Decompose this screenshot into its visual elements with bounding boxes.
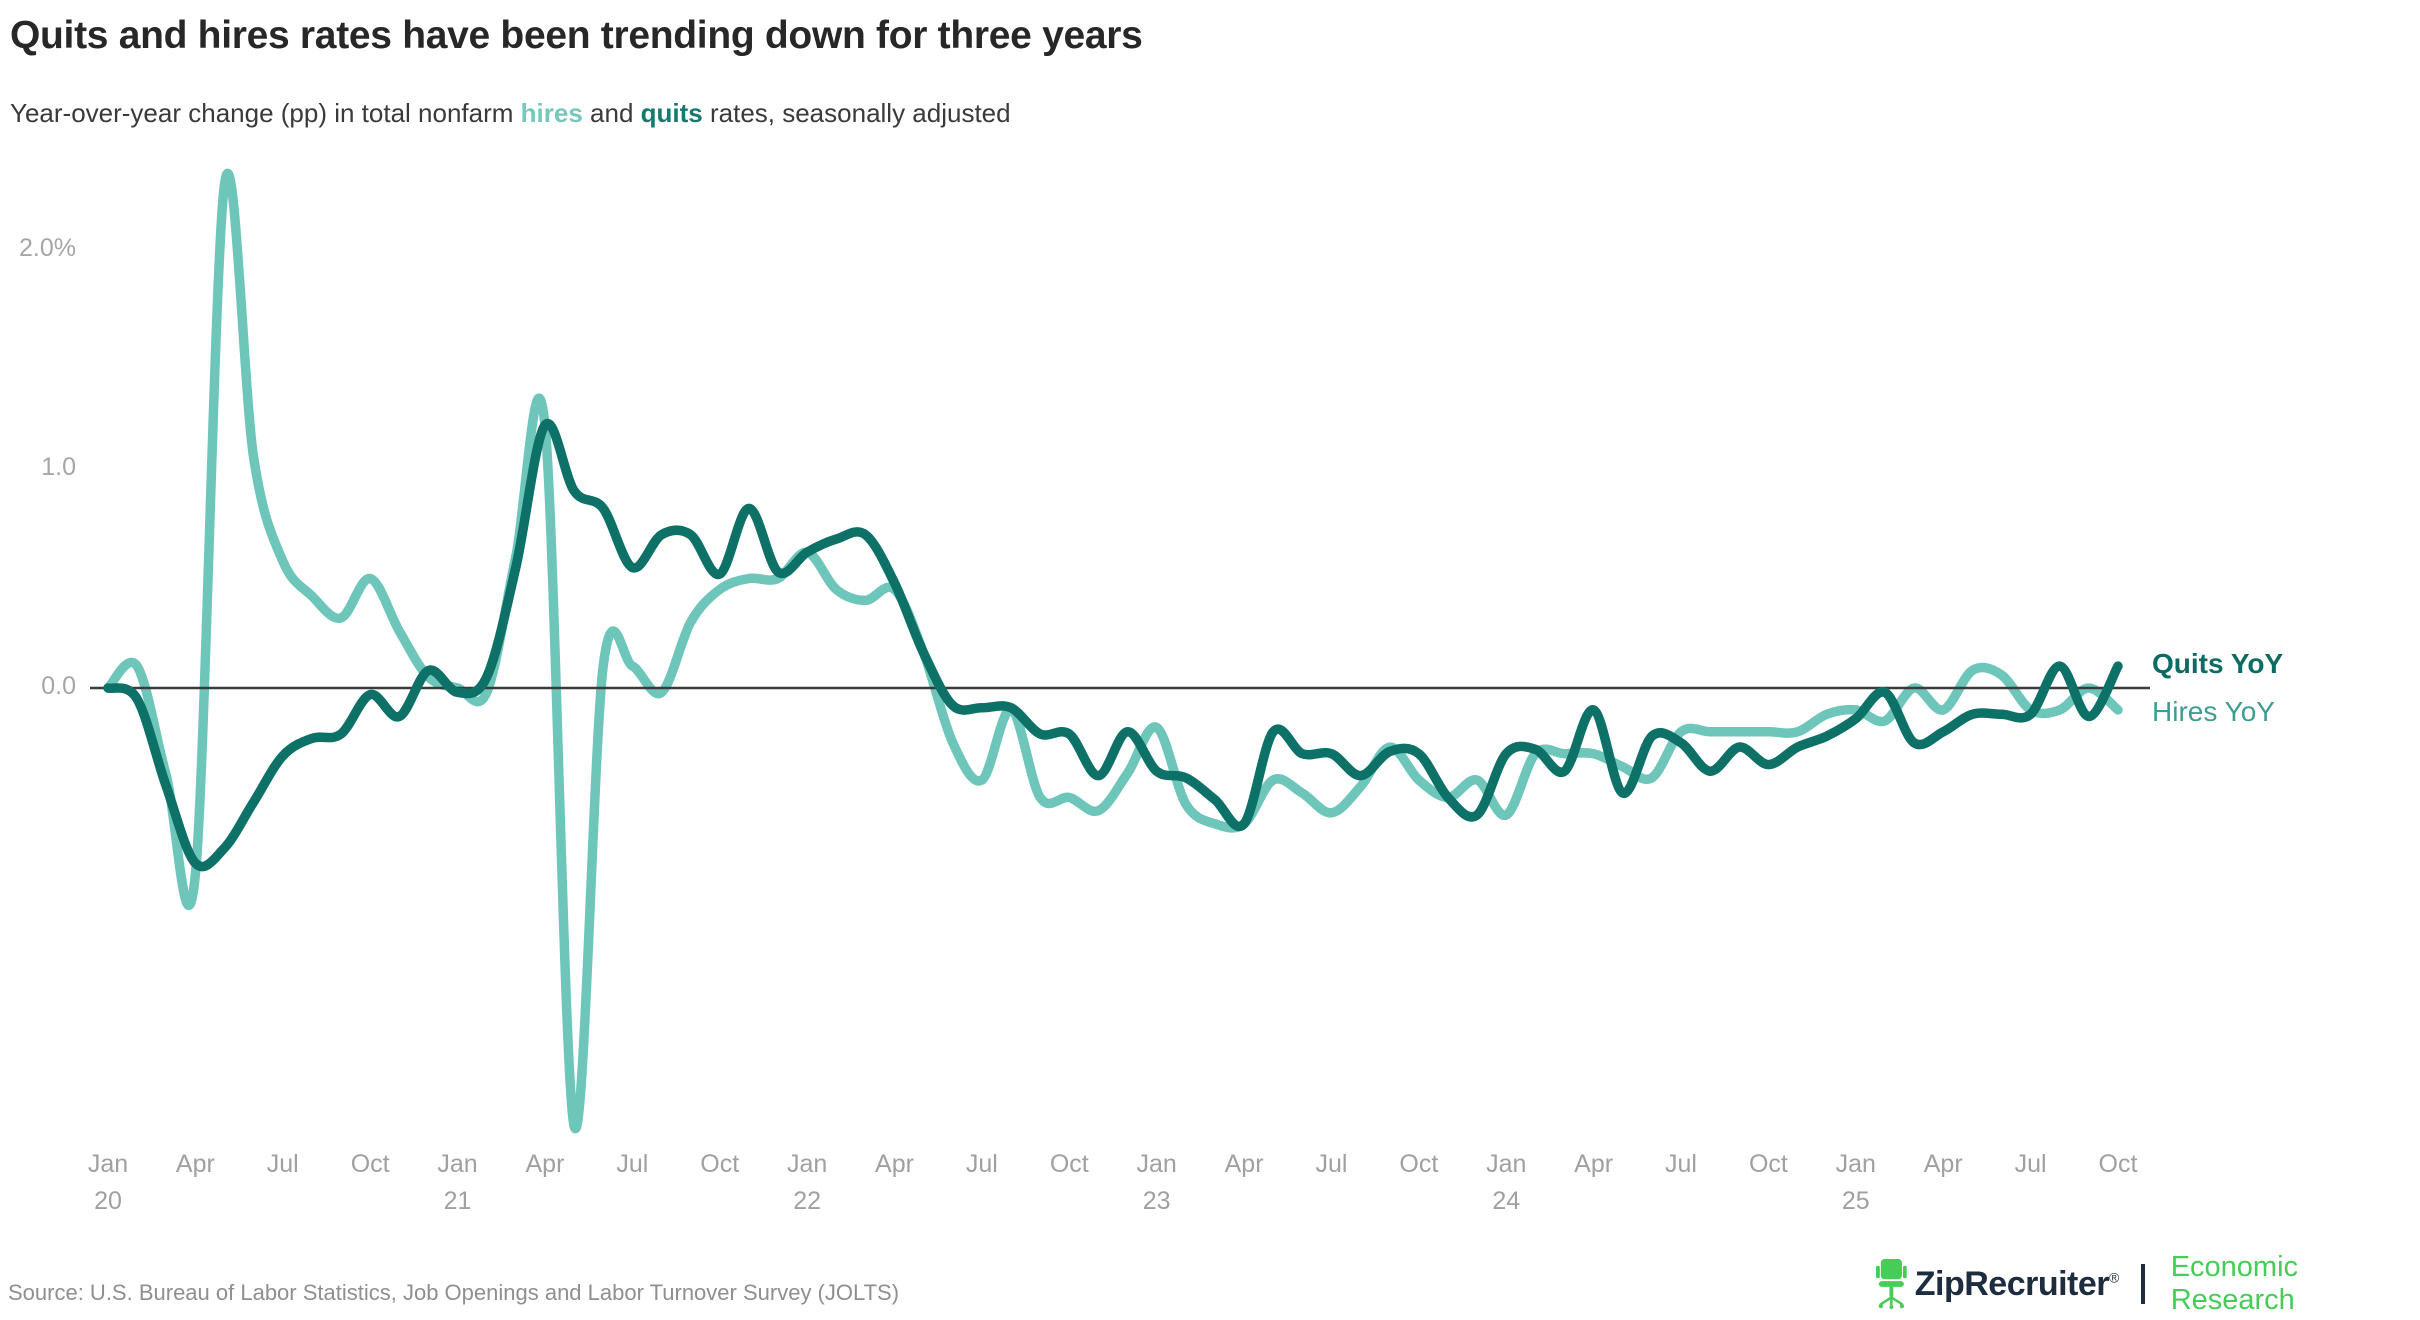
x-axis-tick-label: Apr	[1574, 1150, 1614, 1178]
x-axis-tick-label: Jan	[1835, 1150, 1876, 1178]
x-axis-tick-label: Jul	[616, 1150, 649, 1178]
source-note: Source: U.S. Bureau of Labor Statistics,…	[8, 1280, 900, 1305]
x-axis-year-label: 21	[443, 1187, 472, 1215]
x-axis-year-label: 23	[1142, 1187, 1171, 1215]
x-axis-tick-label: Jan	[786, 1150, 828, 1178]
x-axis-year-label: 25	[1841, 1187, 1870, 1215]
x-axis-tick-label: Apr	[1224, 1150, 1264, 1178]
subtitle-text-prefix: Year-over-year change (pp) in total nonf…	[10, 98, 521, 128]
x-axis-tick-label: Apr	[525, 1150, 565, 1178]
chart-title: Quits and hires rates have been trending…	[10, 14, 1143, 57]
x-axis-tick-label: Jul	[266, 1150, 299, 1178]
x-axis-tick-label: Oct	[350, 1150, 390, 1178]
x-axis-tick-label: Jul	[2014, 1150, 2047, 1178]
x-axis-tick-label: Jul	[1315, 1150, 1348, 1178]
x-axis-year-label: 20	[94, 1187, 122, 1215]
brand-text: ZipRecruiter	[1914, 1264, 2110, 1303]
y-axis-tick-label: 0.0	[41, 672, 76, 700]
ziprecruiter-logo: ZipRecruiter® Economic Research	[1876, 1251, 2420, 1316]
subtitle-text-and: and	[582, 98, 641, 128]
subtitle-quits-word: quits	[640, 98, 703, 128]
x-axis-tick-label: Oct	[1399, 1150, 1439, 1178]
x-axis-tick-label: Jan	[87, 1150, 129, 1178]
y-axis-tick-label: 1.0	[41, 453, 76, 481]
x-axis-tick-label: Jul	[1665, 1150, 1697, 1178]
x-axis-tick-label: Apr	[875, 1150, 914, 1178]
x-axis-tick-label: Jan	[1486, 1150, 1527, 1178]
logo-divider	[2140, 1264, 2145, 1304]
x-axis-tick-label: Apr	[1923, 1150, 1963, 1178]
x-axis-year-label: 24	[1492, 1187, 1521, 1215]
office-chair-icon	[1876, 1259, 1907, 1309]
x-axis-year-label: 22	[793, 1187, 822, 1215]
y-axis-tick-label: 2.0%	[19, 234, 76, 262]
x-axis-tick-label: Jan	[437, 1150, 478, 1178]
x-axis-tick-label: Oct	[700, 1150, 740, 1178]
brand-name: ZipRecruiter®	[1914, 1264, 2120, 1304]
subtitle-hires-word: hires	[520, 98, 583, 128]
x-axis-tick-label: Apr	[175, 1150, 215, 1178]
legend-quits-label: Quits YoY	[2152, 648, 2284, 679]
hires-line	[103, 168, 2123, 1134]
quits-line	[103, 418, 2123, 872]
legend-hires-label: Hires YoY	[2152, 696, 2275, 727]
x-axis-tick-label: Oct	[1748, 1150, 1788, 1178]
division-name: Economic Research	[2170, 1251, 2299, 1316]
chart-subtitle: Year-over-year change (pp) in total nonf…	[10, 98, 1011, 129]
x-axis-tick-label: Oct	[2098, 1150, 2138, 1178]
x-axis-tick-label: Oct	[1049, 1150, 1089, 1178]
subtitle-text-suffix: rates, seasonally adjusted	[702, 98, 1011, 128]
x-axis-tick-label: Jan	[1136, 1150, 1177, 1178]
registered-mark: ®	[2109, 1269, 2119, 1286]
x-axis-tick-label: Jul	[965, 1150, 998, 1178]
